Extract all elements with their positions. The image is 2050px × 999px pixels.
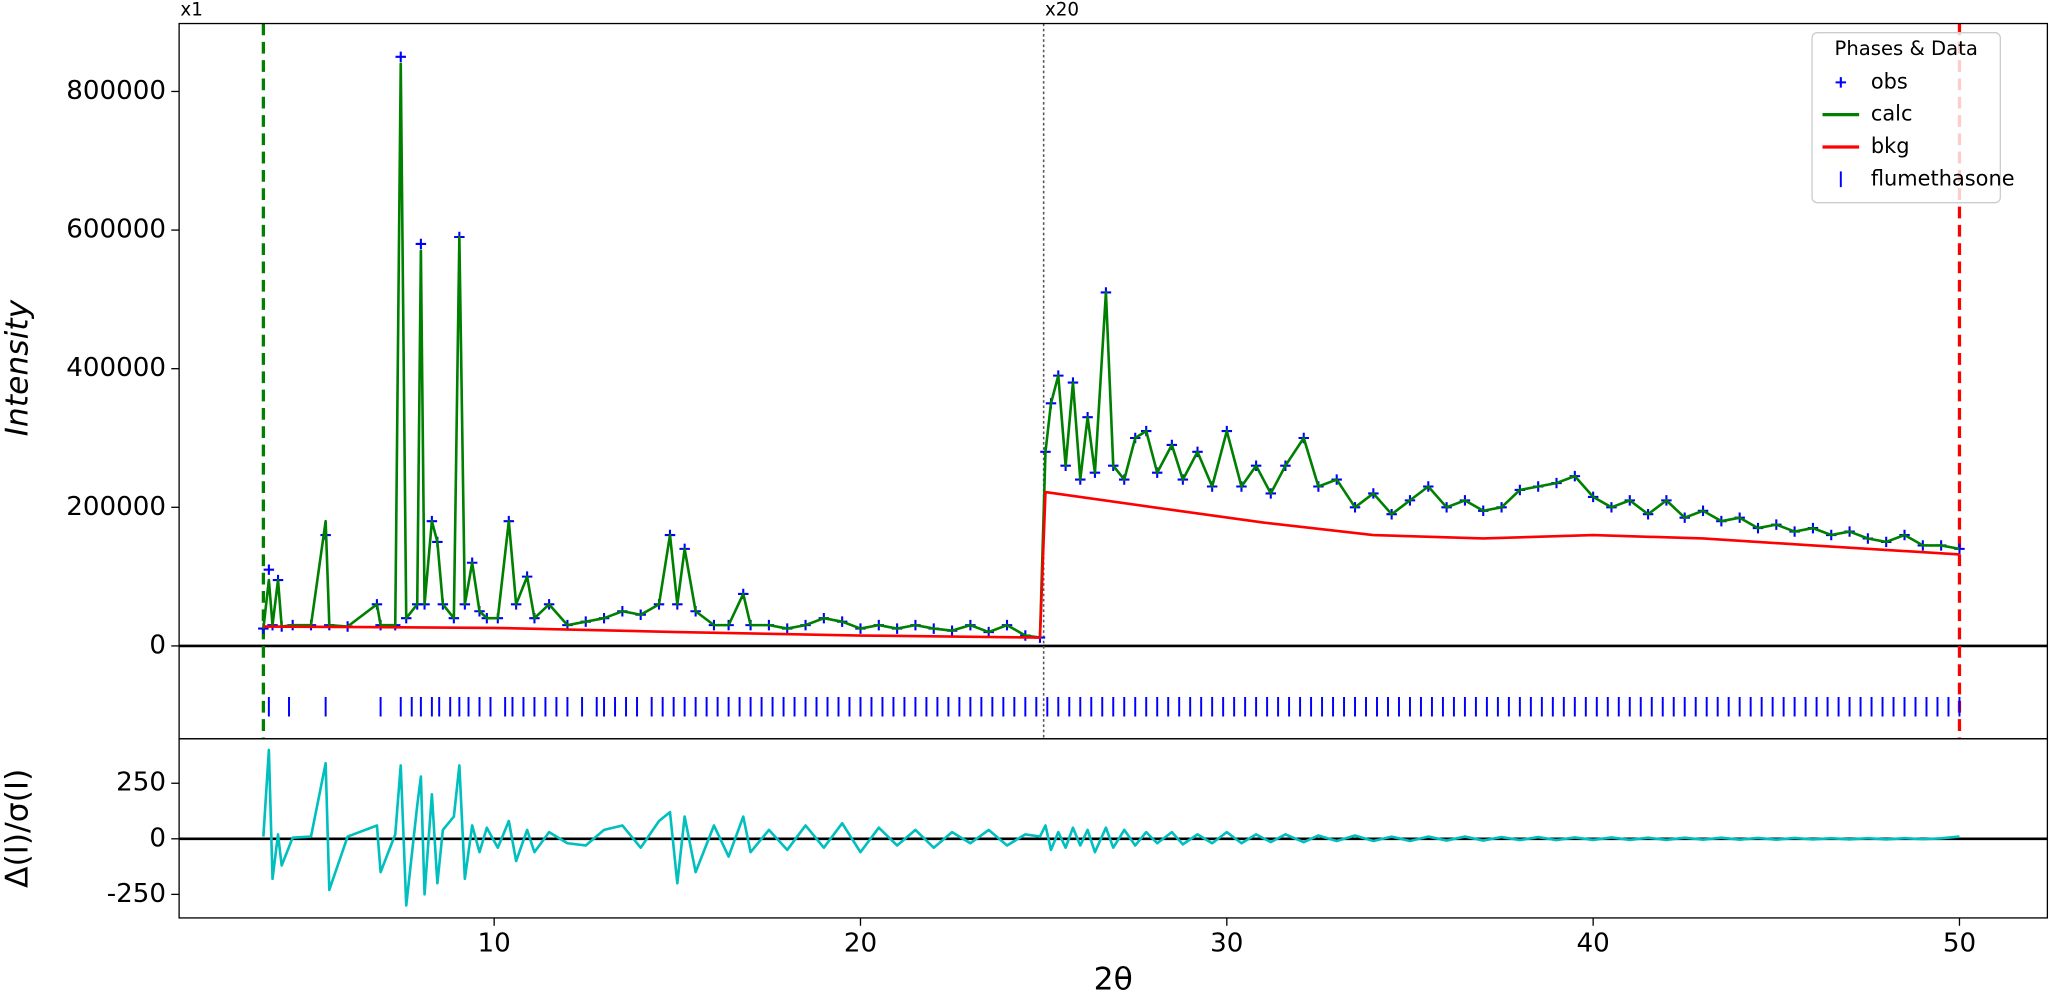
x-axis-label: 2θ — [1094, 962, 1133, 998]
scale-label: x20 — [1045, 0, 1079, 20]
y-tick-label: 0 — [149, 823, 166, 853]
legend-title: Phases & Data — [1835, 37, 1978, 60]
y-tick-label: 0 — [149, 630, 166, 660]
x-tick-label: 30 — [1210, 929, 1243, 959]
y-axis-label: Δ(I)/σ(I) — [0, 769, 35, 888]
legend: Phases & Data obs calc bkg flumethasone — [1811, 32, 2015, 204]
obs-marker — [263, 564, 275, 575]
plot-area — [179, 23, 2048, 739]
y-tick-label: 400000 — [66, 353, 166, 383]
legend-symbol — [1835, 77, 1847, 88]
y-tick-label: 200000 — [66, 492, 166, 522]
x-tick-label: 50 — [1943, 929, 1976, 959]
legend-box — [1811, 32, 2001, 204]
legend-label: flumethasone — [1871, 166, 2015, 190]
axes-frame — [178, 738, 2049, 919]
calc-line — [262, 62, 1960, 639]
legend-label: bkg — [1871, 134, 1910, 158]
legend-label: obs — [1871, 69, 1908, 93]
residual-line — [262, 748, 1960, 907]
y-axis-label: Intensity — [0, 299, 35, 436]
x-tick-label: 40 — [1577, 929, 1610, 959]
scale-label: x1 — [180, 0, 202, 20]
x-tick-label: 20 — [844, 929, 877, 959]
y-tick-label: -250 — [107, 879, 166, 909]
plot-area — [179, 748, 2048, 907]
obs-marker — [415, 238, 427, 250]
legend-label: calc — [1871, 102, 1913, 126]
bkg-line — [263, 490, 1960, 639]
x-tick-label: 10 — [478, 929, 511, 959]
obs-marker — [395, 51, 406, 63]
y-tick-label: 600000 — [66, 215, 166, 245]
y-tick-label: 800000 — [66, 76, 166, 106]
y-tick-label: 250 — [116, 768, 166, 798]
